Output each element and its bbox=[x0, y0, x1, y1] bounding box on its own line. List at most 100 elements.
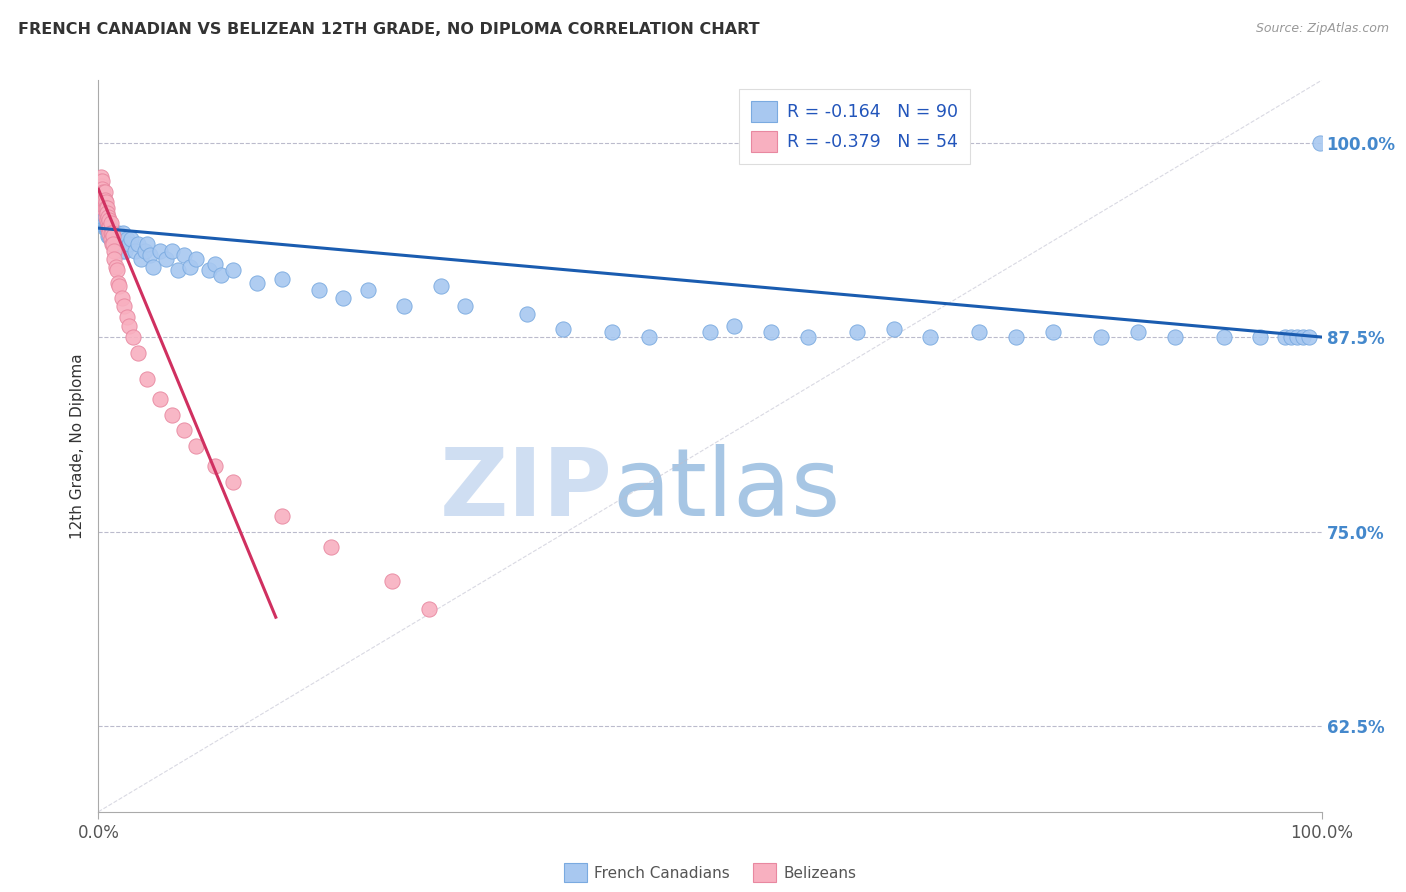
Point bbox=[197, 263, 219, 277]
Point bbox=[699, 326, 721, 340]
Point bbox=[600, 326, 623, 340]
Point bbox=[134, 244, 156, 259]
Point bbox=[93, 201, 115, 215]
Text: Source: ZipAtlas.com: Source: ZipAtlas.com bbox=[1256, 22, 1389, 36]
Point bbox=[97, 228, 120, 243]
Point bbox=[111, 291, 134, 305]
Point bbox=[179, 260, 201, 274]
Point bbox=[104, 260, 127, 274]
Point bbox=[90, 201, 112, 215]
Point bbox=[136, 236, 159, 251]
Point bbox=[356, 284, 378, 298]
Point bbox=[105, 232, 128, 246]
Text: atlas: atlas bbox=[612, 444, 841, 536]
Point bbox=[136, 372, 159, 386]
Point bbox=[1286, 330, 1309, 344]
Point bbox=[91, 194, 114, 209]
Point bbox=[103, 244, 125, 259]
Point bbox=[129, 252, 152, 267]
Point bbox=[94, 211, 117, 225]
Point bbox=[101, 228, 124, 243]
Point bbox=[101, 236, 124, 251]
Point bbox=[93, 211, 115, 225]
Point bbox=[155, 252, 177, 267]
Text: FRENCH CANADIAN VS BELIZEAN 12TH GRADE, NO DIPLOMA CORRELATION CHART: FRENCH CANADIAN VS BELIZEAN 12TH GRADE, … bbox=[18, 22, 759, 37]
Point bbox=[430, 278, 453, 293]
Point bbox=[761, 326, 783, 340]
Point bbox=[149, 392, 172, 407]
Point bbox=[127, 345, 149, 359]
Point bbox=[204, 459, 226, 474]
Point bbox=[100, 232, 122, 246]
Point bbox=[101, 236, 124, 251]
Point bbox=[91, 182, 114, 196]
Point bbox=[97, 221, 120, 235]
Point bbox=[104, 226, 127, 240]
Point bbox=[173, 424, 195, 438]
Point bbox=[91, 174, 114, 188]
Point bbox=[118, 236, 141, 251]
Point bbox=[139, 247, 162, 261]
Point bbox=[98, 228, 121, 243]
Point bbox=[142, 260, 165, 274]
Point bbox=[96, 221, 118, 235]
Point bbox=[93, 201, 115, 215]
Point bbox=[1298, 330, 1320, 344]
Point bbox=[222, 475, 245, 489]
Point bbox=[98, 213, 121, 227]
Point bbox=[120, 232, 142, 246]
Point bbox=[160, 244, 183, 259]
Point bbox=[111, 226, 134, 240]
Point bbox=[1004, 330, 1026, 344]
Point bbox=[96, 211, 118, 225]
Point bbox=[94, 201, 117, 215]
Point bbox=[110, 232, 132, 246]
Point bbox=[1164, 330, 1187, 344]
Point bbox=[332, 291, 354, 305]
Point bbox=[96, 201, 118, 215]
Point bbox=[96, 217, 118, 231]
Point bbox=[1128, 326, 1150, 340]
Point bbox=[553, 322, 575, 336]
Point bbox=[186, 439, 208, 453]
Point bbox=[96, 205, 118, 219]
Point bbox=[101, 226, 124, 240]
Point bbox=[114, 244, 136, 259]
Point bbox=[308, 284, 330, 298]
Point bbox=[100, 232, 122, 246]
Point bbox=[1309, 136, 1331, 150]
Point bbox=[97, 221, 120, 235]
Point bbox=[103, 236, 125, 251]
Point bbox=[173, 247, 195, 261]
Point bbox=[1274, 330, 1296, 344]
Point bbox=[94, 201, 117, 215]
Point bbox=[91, 211, 114, 225]
Point bbox=[98, 217, 121, 231]
Point bbox=[112, 235, 135, 249]
Point bbox=[392, 299, 416, 313]
Point bbox=[127, 236, 149, 251]
Point bbox=[91, 201, 114, 215]
Point bbox=[723, 319, 745, 334]
Text: ZIP: ZIP bbox=[439, 444, 612, 536]
Point bbox=[883, 322, 905, 336]
Point bbox=[319, 540, 342, 554]
Point bbox=[204, 257, 226, 271]
Point bbox=[100, 221, 122, 235]
Point bbox=[112, 299, 135, 313]
Point bbox=[454, 299, 477, 313]
Point bbox=[920, 330, 942, 344]
Point bbox=[209, 268, 232, 282]
Point bbox=[638, 330, 661, 344]
Point bbox=[515, 307, 537, 321]
Point bbox=[100, 217, 122, 231]
Point bbox=[94, 211, 117, 225]
Point bbox=[91, 186, 114, 200]
Point bbox=[121, 330, 143, 344]
Y-axis label: 12th Grade, No Diploma: 12th Grade, No Diploma bbox=[70, 353, 86, 539]
Point bbox=[160, 408, 183, 422]
Point bbox=[90, 169, 112, 184]
Point bbox=[1292, 330, 1315, 344]
Point bbox=[845, 326, 868, 340]
Point bbox=[97, 217, 120, 231]
